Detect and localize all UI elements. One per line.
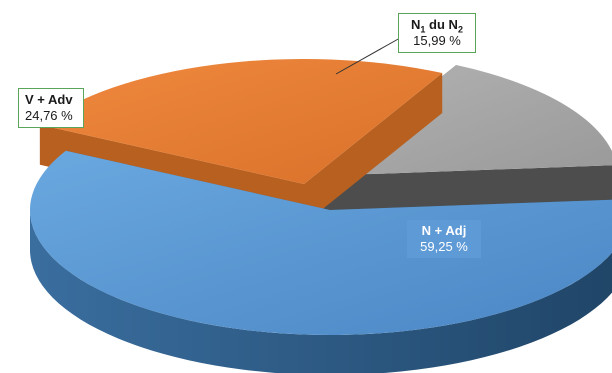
data-label-n1-du-n2-name: N1 du N2 <box>411 17 463 35</box>
pie-slice-side <box>30 210 612 373</box>
leader-line-n1-du-n2 <box>335 37 401 75</box>
data-label-v-adv-name: V + Adv <box>25 92 73 107</box>
pie-slice-wall <box>304 73 443 225</box>
pie-slice-v-adv <box>39 59 443 225</box>
data-label-n-adj-name: N + Adj <box>421 223 467 238</box>
pie-slice-n-adj <box>30 150 612 373</box>
data-label-v-adv: V + Adv 24,76 % <box>18 88 84 128</box>
data-label-n-adj: N + Adj 59,25 % <box>407 220 481 258</box>
data-label-n-adj-value: 59,25 % <box>420 239 468 254</box>
data-label-n1-du-n2-value: 15,99 % <box>413 33 461 48</box>
data-label-v-adv-value: 24,76 % <box>25 108 73 123</box>
data-label-n1-du-n2: N1 du N2 15,99 % <box>398 13 476 53</box>
pie-slice-top <box>30 150 612 335</box>
pie-slice-top <box>39 59 443 184</box>
